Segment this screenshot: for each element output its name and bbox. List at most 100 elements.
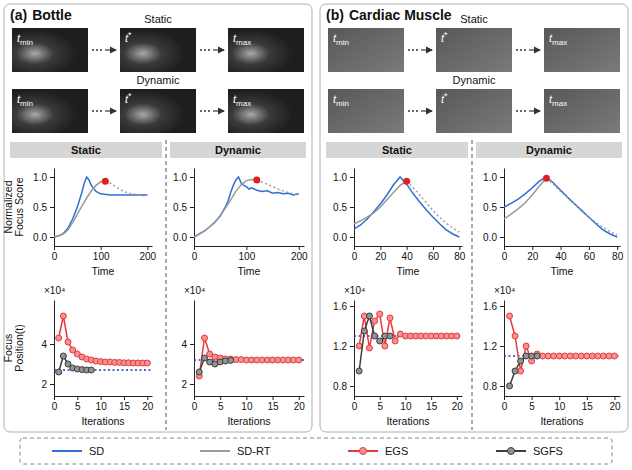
tick: 0.0: [483, 232, 504, 243]
tick: 0.0: [173, 232, 194, 243]
data-point: [403, 178, 410, 185]
tick: 4: [181, 339, 194, 350]
frame-label-sub: min: [336, 38, 349, 47]
ellipsis-dot: [416, 49, 418, 51]
tick-label: 20: [527, 251, 539, 262]
ellipsis-dot: [92, 49, 94, 51]
plot-area: [194, 335, 304, 379]
series-line: [504, 178, 546, 219]
tick-label: 1.0: [333, 172, 347, 183]
image-frame: [328, 28, 404, 72]
tick-mark: [101, 396, 102, 400]
tick: 100: [239, 246, 256, 262]
x-axis: 020406080: [352, 246, 466, 262]
series-line: [546, 178, 617, 235]
tick-mark: [504, 246, 505, 250]
tick-mark: [354, 396, 355, 400]
data-point: [611, 353, 617, 359]
tick-mark: [50, 237, 54, 238]
axis-multiplier: ×10⁴: [494, 285, 515, 296]
tick-mark: [532, 396, 533, 400]
tick-label: 15: [426, 401, 438, 412]
tick: 2: [41, 379, 54, 390]
tick: 10: [554, 396, 566, 412]
ellipsis-dot: [524, 110, 526, 112]
tick-label: 1.0: [173, 172, 187, 183]
tick-mark: [50, 344, 54, 345]
plot-area: [354, 177, 459, 237]
tick: 0.5: [173, 202, 194, 213]
legend-swatch: [200, 450, 230, 452]
series-line: [194, 179, 257, 237]
tick-mark: [431, 396, 432, 400]
axis-line: [195, 246, 305, 247]
data-point: [366, 313, 372, 319]
tick-label: 80: [612, 251, 624, 262]
x-axis-title: Time: [397, 265, 420, 277]
series-line: [199, 338, 299, 376]
ellipsis-dot: [412, 49, 414, 51]
series-line: [105, 181, 147, 196]
series-line: [54, 177, 147, 237]
tick-label: 0: [192, 251, 198, 262]
y-axis: 0.00.51.0: [333, 169, 354, 247]
image-frame: [120, 28, 196, 72]
tick-mark: [190, 207, 194, 208]
tick-label: 10: [241, 401, 253, 412]
x-axis: 05101520: [52, 396, 154, 412]
arrow: [529, 110, 540, 111]
plot-area: [54, 313, 152, 375]
x-axis-title: Time: [238, 265, 261, 277]
tick: 20: [142, 396, 154, 412]
axis-line: [55, 246, 153, 247]
chart-title: Static: [71, 144, 101, 156]
frame-label: t*: [125, 91, 132, 105]
panel-name: Cardiac Muscle: [349, 7, 452, 23]
tick-mark: [190, 177, 194, 178]
ellipsis-dot: [408, 49, 410, 51]
data-point: [512, 333, 518, 339]
tick-mark: [350, 237, 354, 238]
series-line: [359, 316, 390, 371]
row-label: Static: [460, 13, 488, 25]
figure: (a)BottleStatictmint*tmaxDynamictmint*tm…: [0, 0, 632, 470]
tick-mark: [561, 246, 562, 250]
chart-title: Dynamic: [526, 144, 572, 156]
tick-mark: [380, 246, 381, 250]
tick-label: 0: [502, 401, 508, 412]
ellipsis-dot: [408, 110, 410, 112]
tick-label: 10: [96, 401, 108, 412]
legend-marker: [360, 448, 367, 455]
tick-mark: [190, 237, 194, 238]
tick: 40: [556, 246, 568, 262]
ellipsis-dot: [200, 49, 202, 51]
x-axis: 0100200: [192, 246, 308, 262]
tick-label: 0.0: [33, 232, 47, 243]
tick-label: 0: [192, 401, 198, 412]
y-axis-title: NormalizedFocus Score: [2, 177, 25, 236]
tick-label: 15: [582, 401, 594, 412]
data-point: [366, 345, 372, 351]
plot-area: [504, 175, 617, 237]
tick-mark: [299, 396, 300, 400]
x-axis-title: Iterations: [540, 415, 583, 427]
chart-title: Dynamic: [215, 144, 261, 156]
ellipsis-dot: [524, 49, 526, 51]
frame-label-sub: min: [336, 99, 349, 108]
data-point: [387, 315, 393, 321]
series-line: [407, 181, 460, 232]
tick: 1.2: [483, 341, 504, 352]
tick-label: 1.2: [333, 341, 347, 352]
ellipsis-dot: [208, 110, 210, 112]
y-axis-title: FocusPosition(t): [2, 324, 25, 371]
tick-mark: [457, 396, 458, 400]
ellipsis-dot: [208, 49, 210, 51]
frame-label: tmax: [549, 93, 567, 108]
tick-label: 1.2: [483, 341, 497, 352]
tick-label: 0.5: [333, 202, 347, 213]
axis-line: [354, 169, 355, 247]
tick-label: 1.6: [483, 301, 497, 312]
column-divider: [472, 140, 473, 430]
frame-label-sup: *: [128, 30, 132, 40]
tick-mark: [380, 396, 381, 400]
